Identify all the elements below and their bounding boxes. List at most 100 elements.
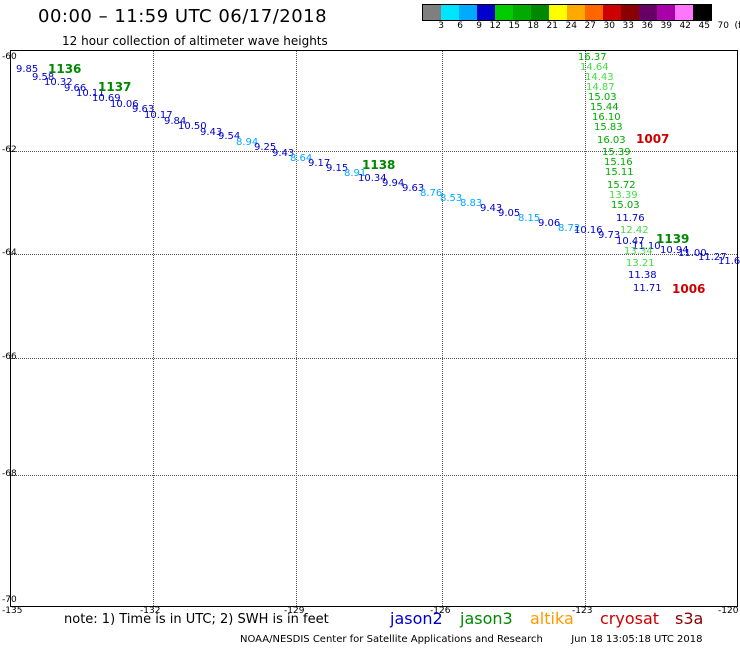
legend-label: 24 xyxy=(565,21,577,31)
swh-observation: 15.11 xyxy=(605,167,634,178)
swh-observation: 15.03 xyxy=(588,92,617,103)
x-tick-label: -123 xyxy=(572,606,593,616)
x-tick-label: -120 xyxy=(718,606,739,616)
swh-observation: 15.44 xyxy=(590,102,619,113)
swh-observation: 8.53 xyxy=(440,193,463,204)
x-tick-label: -126 xyxy=(430,606,451,616)
legend-label: (ft) xyxy=(734,21,740,31)
grid-line xyxy=(153,51,154,606)
pass-number-label: 1139 xyxy=(656,232,690,246)
map-subtitle: 12 hour collection of altimeter wave hei… xyxy=(62,34,328,48)
legend-swatch xyxy=(549,5,567,20)
swh-observation: 9.43 xyxy=(272,148,295,159)
legend-swatch xyxy=(567,5,585,20)
grid-line xyxy=(296,51,297,606)
y-tick-label: -64 xyxy=(2,248,17,258)
swh-observation: 9.17 xyxy=(308,158,331,169)
credit-line: NOAA/NESDIS Center for Satellite Applica… xyxy=(240,634,702,645)
legend-swatch xyxy=(531,5,549,20)
swh-observation: 9.63 xyxy=(402,183,425,194)
swh-observation: 11.76 xyxy=(616,213,645,224)
y-tick-label: -66 xyxy=(2,352,17,362)
swh-observation: 9.84 xyxy=(164,116,187,127)
legend-label: 30 xyxy=(603,21,615,31)
satellite-altika-label: altika xyxy=(530,609,574,628)
map-plot-area xyxy=(10,50,738,607)
swh-observation: 11.38 xyxy=(628,270,657,281)
swh-observation: 15.03 xyxy=(611,200,640,211)
legend-label: 21 xyxy=(546,21,558,31)
legend-label: 3 xyxy=(438,21,444,31)
swh-observation: 8.72 xyxy=(558,223,581,234)
satellite-s3a-label: s3a xyxy=(675,609,704,628)
legend-label: 9 xyxy=(476,21,482,31)
swh-observation: 9.73 xyxy=(598,230,621,241)
swh-observation: 15.16 xyxy=(604,157,633,168)
swh-observation: 9.43 xyxy=(200,127,223,138)
swh-observation: 10.50 xyxy=(178,121,207,132)
grid-line xyxy=(585,51,586,606)
swh-observation: 10.47 xyxy=(616,236,645,247)
swh-observation: 9.85 xyxy=(16,64,39,75)
swh-observation: 8.76 xyxy=(420,188,443,199)
color-legend xyxy=(422,4,712,21)
swh-observation: 15.39 xyxy=(602,147,631,158)
swh-observation: 14.43 xyxy=(585,72,614,83)
grid-line xyxy=(11,358,737,359)
legend-label: 70 xyxy=(717,21,729,31)
legend-swatch xyxy=(423,5,441,20)
pass-number-label: 1006 xyxy=(672,282,706,296)
swh-observation: 8.91 xyxy=(344,168,367,179)
legend-swatch xyxy=(693,5,711,20)
swh-observation: 9.43 xyxy=(480,203,503,214)
swh-observation: 10.16 xyxy=(574,225,603,236)
legend-label: 6 xyxy=(457,21,463,31)
swh-observation: 11.6 xyxy=(718,256,740,267)
y-tick-label: -60 xyxy=(2,52,17,62)
satellite-jason3-label: jason3 xyxy=(460,609,513,628)
swh-observation: 9.05 xyxy=(498,208,521,219)
swh-observation: 16.37 xyxy=(578,52,607,63)
legend-swatch xyxy=(639,5,657,20)
units-note: note: 1) Time is in UTC; 2) SWH is in fe… xyxy=(64,612,329,627)
swh-observation: 8.94 xyxy=(236,137,259,148)
swh-observation: 14.64 xyxy=(580,62,609,73)
credit-text: NOAA/NESDIS Center for Satellite Applica… xyxy=(240,634,543,645)
swh-observation: 8.64 xyxy=(290,153,313,164)
legend-swatch xyxy=(675,5,693,20)
swh-observation: 9.63 xyxy=(132,104,155,115)
pass-number-label: 1138 xyxy=(362,158,396,172)
satellite-cryosat-label: cryosat xyxy=(600,609,660,628)
swh-observation: 11.27 xyxy=(698,252,727,263)
pass-number-label: 1137 xyxy=(98,80,132,94)
swh-observation: 10.34 xyxy=(358,173,387,184)
legend-label: 33 xyxy=(622,21,634,31)
swh-observation: 11.00 xyxy=(678,248,707,259)
swh-observation: 10.69 xyxy=(92,93,121,104)
y-tick-label: -62 xyxy=(2,145,17,155)
swh-observation: 9.58 xyxy=(32,72,55,83)
swh-observation: 16.03 xyxy=(597,135,626,146)
legend-label: 45 xyxy=(698,21,710,31)
swh-observation: 9.15 xyxy=(326,163,349,174)
legend-swatch xyxy=(621,5,639,20)
grid-line xyxy=(442,51,443,606)
swh-observation: 9.94 xyxy=(382,178,405,189)
grid-line xyxy=(11,151,737,152)
map-title: 00:00 – 11:59 UTC 06/17/2018 xyxy=(38,6,328,27)
x-tick-label: -135 xyxy=(2,606,23,616)
generated-timestamp: Jun 18 13:05:18 UTC 2018 xyxy=(571,634,703,645)
legend-swatch xyxy=(585,5,603,20)
pass-number-label: 1136 xyxy=(48,62,82,76)
swh-observation: 13.34 xyxy=(624,246,653,257)
swh-observation: 11.71 xyxy=(633,283,662,294)
legend-label: 27 xyxy=(584,21,596,31)
y-tick-label: -70 xyxy=(2,595,17,605)
swh-observation: 10.11 xyxy=(76,88,105,99)
satellite-jason2-label: jason2 xyxy=(390,609,443,628)
legend-label: 42 xyxy=(679,21,691,31)
swh-observation: 13.39 xyxy=(609,190,638,201)
swh-observation: 10.06 xyxy=(110,99,139,110)
swh-observation: 14.87 xyxy=(586,82,615,93)
swh-observation: 11.10 xyxy=(632,241,661,252)
